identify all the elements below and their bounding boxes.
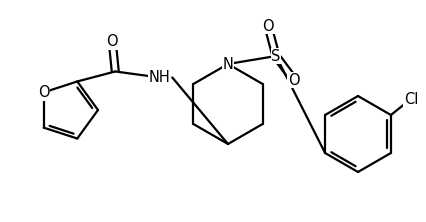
Text: N: N [222, 57, 233, 71]
Text: S: S [271, 48, 281, 63]
Text: Cl: Cl [404, 91, 418, 107]
Text: O: O [288, 73, 300, 87]
Text: O: O [262, 18, 274, 34]
Text: O: O [38, 85, 49, 100]
Text: O: O [106, 34, 118, 49]
Text: NH: NH [148, 70, 170, 85]
